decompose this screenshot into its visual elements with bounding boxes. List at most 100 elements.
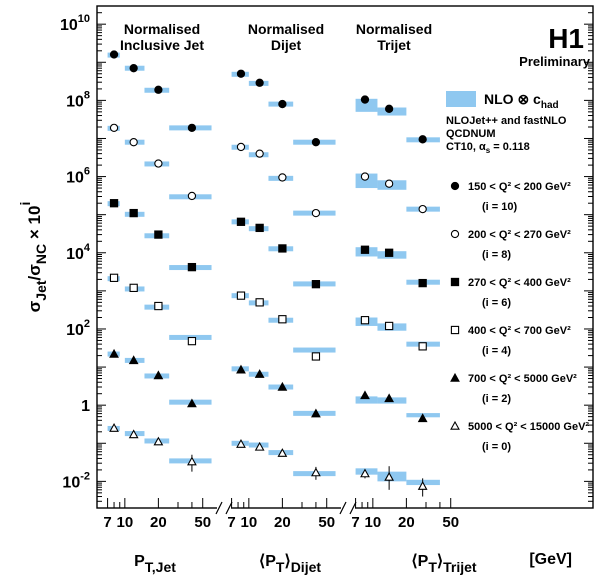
marker-filled-square — [360, 245, 370, 254]
theory-band — [355, 98, 378, 112]
panel-2-x-label-post: ⟩ — [284, 553, 290, 570]
marker-filled-triangle — [187, 398, 197, 408]
y-tick-label-base: 1 — [81, 398, 90, 415]
marker-open-circle — [129, 138, 138, 147]
x-tick-label: 7 — [351, 514, 359, 531]
marker-open-square — [109, 273, 119, 282]
legend-series-name: 400 < Q² < 700 GeV² — [468, 325, 571, 337]
y-tick-label-exponent: 8 — [84, 89, 90, 101]
x-tick-label: 7 — [103, 514, 111, 531]
y-tick-label-exponent: 2 — [84, 318, 90, 330]
marker-open-triangle — [384, 471, 395, 481]
marker-open-circle — [450, 229, 460, 239]
axis-break-mark — [225, 501, 233, 515]
marker-filled-circle — [187, 123, 197, 133]
marker-filled-square — [129, 208, 138, 218]
y-tick-label: 106 — [66, 166, 90, 187]
marker-filled-triangle — [236, 364, 246, 374]
y-tick-label-exponent: 6 — [84, 166, 90, 178]
x-tick-label: 7 — [227, 514, 235, 531]
panel-2-title-line2: Dijet — [271, 37, 302, 53]
panel-1-x-label: PT,Jet — [134, 553, 176, 575]
marker-filled-circle — [109, 50, 119, 59]
marker-open-circle — [384, 179, 394, 188]
marker-open-square — [278, 315, 287, 324]
marker-filled-square — [236, 217, 246, 226]
legend-series-name: 270 < Q² < 400 GeV² — [468, 277, 571, 289]
panel-2-x-label-post-sub: Dijet — [291, 559, 322, 575]
x-tick-label: 20 — [398, 514, 415, 531]
marker-filled-square — [278, 244, 287, 253]
marker-filled-triangle — [128, 355, 139, 365]
legend-series-index: (i = 6) — [482, 297, 511, 309]
panel-3-x-label: ⟨PT⟩Trijet — [411, 553, 477, 575]
marker-filled-circle — [278, 99, 287, 109]
y-tick-label-base: 10 — [66, 170, 84, 187]
marker-open-triangle — [236, 439, 246, 448]
marker-open-circle — [109, 123, 119, 133]
legend-series-index: (i = 8) — [482, 249, 511, 261]
x-tick-label: 20 — [150, 514, 167, 531]
legend-series-index: (i = 10) — [482, 201, 517, 213]
legend-series-name: 5000 < Q² < 15000 GeV² — [468, 421, 589, 433]
marker-open-square — [236, 291, 246, 300]
y-tick-label-base: 10 — [66, 322, 84, 339]
theory-legend-label: NLO ⊗ chad — [484, 91, 559, 111]
marker-open-triangle — [277, 448, 288, 457]
marker-filled-square — [154, 230, 163, 239]
marker-open-circle — [255, 149, 264, 158]
marker-filled-square — [187, 262, 197, 272]
series-legend: 150 < Q² < 200 GeV² (i = 10) 200 < Q² < 27… — [450, 181, 589, 453]
marker-filled-circle — [360, 95, 370, 104]
y-tick-label-exponent: -2 — [80, 470, 90, 482]
y-tick-label: 104 — [66, 242, 91, 263]
marker-filled-triangle — [417, 413, 428, 423]
marker-open-square — [187, 336, 197, 346]
marker-filled-triangle — [311, 408, 321, 418]
marker-open-circle — [187, 191, 197, 201]
panel-3-x-label-post-sub: Trijet — [443, 559, 477, 575]
panel-2-x-label-pre: ⟨ — [259, 553, 265, 570]
marker-open-triangle — [153, 436, 164, 446]
marker-open-circle — [278, 173, 287, 182]
marker-open-triangle — [450, 420, 460, 430]
y-axis-label-nc: NC — [33, 244, 49, 264]
theory-note-1: NLOJet++ and fastNLO — [446, 115, 567, 127]
marker-open-triangle — [311, 467, 321, 477]
y-tick-label-exponent: 4 — [84, 242, 91, 254]
marker-open-square — [311, 352, 321, 361]
x-unit-label: [GeV] — [529, 551, 572, 568]
theory-note-3: CT10, αs = 0.118 — [446, 141, 530, 155]
legend-series-name: 150 < Q² < 200 GeV² — [468, 181, 571, 193]
y-axis-label-times: × — [25, 229, 44, 239]
legend-series-index: (i = 0) — [482, 441, 511, 453]
marker-filled-triangle — [277, 381, 288, 391]
marker-filled-square — [450, 277, 460, 287]
marker-filled-circle — [236, 69, 246, 78]
theory-note-3-value: = 0.118 — [490, 141, 529, 153]
theory-legend-swatch — [446, 91, 476, 107]
marker-open-circle — [154, 159, 163, 168]
theory-band — [355, 396, 378, 404]
theory-bands — [107, 52, 440, 486]
marker-open-square — [360, 316, 370, 325]
y-axis-label: σJet/σNC × 10i — [17, 202, 49, 313]
axis-break-mark — [349, 501, 357, 515]
y-tick-label-exponent: 10 — [78, 13, 90, 25]
y-tick-label-base: 10 — [60, 17, 78, 34]
y-axis-label-i: i — [17, 202, 33, 206]
marker-open-square — [418, 342, 427, 351]
y-axis-label-jet: Jet — [33, 280, 49, 301]
legend-series-name: 200 < Q² < 270 GeV² — [468, 229, 571, 241]
panel-1-x-label-sub: T,Jet — [145, 559, 176, 575]
marker-filled-triangle — [153, 370, 164, 380]
theory-note-3-sub: s — [486, 146, 491, 155]
y-tick-label: 1 — [81, 398, 90, 415]
panel-3-title-line2: Trijet — [377, 37, 411, 53]
marker-open-triangle — [109, 423, 119, 432]
legend-series-name: 700 < Q² < 5000 GeV² — [468, 373, 577, 385]
marker-filled-circle — [418, 135, 427, 144]
panel-1-title-line1: Normalised — [124, 21, 200, 37]
marker-filled-triangle — [384, 393, 395, 403]
